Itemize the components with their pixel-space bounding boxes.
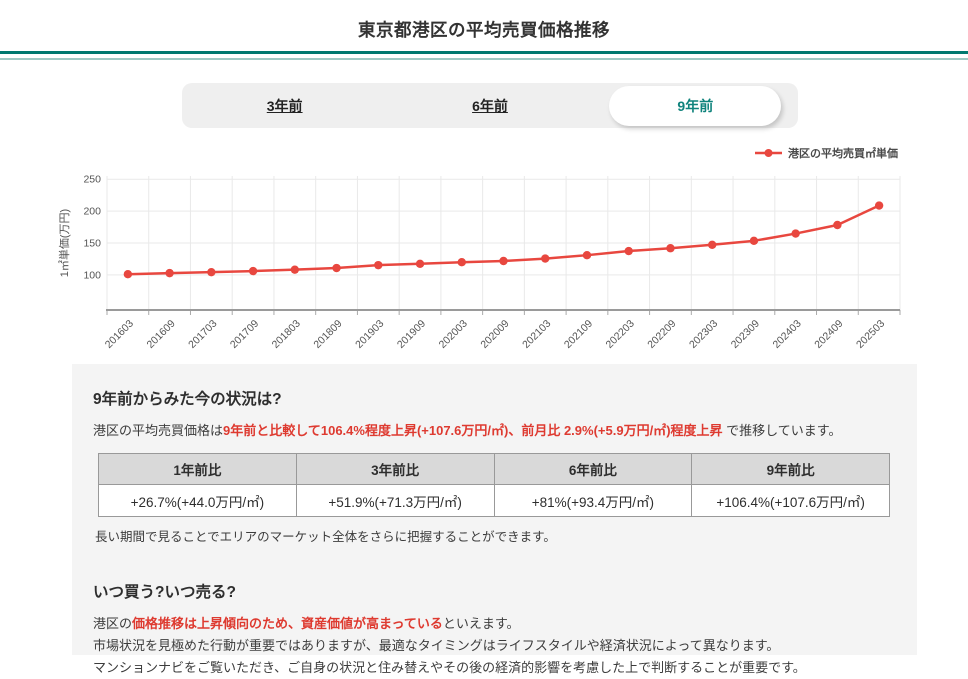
data-point[interactable]	[666, 244, 675, 253]
x-tick-label: 201803	[270, 318, 303, 351]
advice-line1-prefix: 港区の	[93, 616, 133, 631]
x-tick-label: 202409	[812, 318, 845, 351]
comparison-table: 1年前比 3年前比 6年前比 9年前比 +26.7%(+44.0万円/㎡) +51.9%…	[98, 453, 890, 517]
x-tick-label: 202403	[771, 318, 804, 351]
data-point[interactable]	[248, 266, 258, 276]
y-tick-label: 150	[83, 238, 101, 250]
y-tick-label: 200	[83, 206, 101, 218]
table-header-cell: 9年前比	[691, 453, 890, 485]
y-axis-title: 1㎡単価(万円)	[57, 209, 71, 277]
title-separator-light	[0, 58, 968, 60]
price-trend-line-chart[interactable]: 100 150 200 250 201603 201609 201703 201709 2018…	[0, 165, 968, 360]
x-tick-label: 201609	[144, 318, 177, 351]
data-point[interactable]	[374, 260, 383, 270]
data-point[interactable]	[833, 220, 842, 230]
tab-9years-ago-active[interactable]: 9年前	[609, 85, 782, 126]
x-tick-label: 201903	[353, 318, 386, 351]
x-tick-label: 202009	[478, 318, 511, 351]
x-tick-label: 202203	[604, 318, 637, 351]
data-point[interactable]	[541, 254, 550, 263]
y-tick-label: 250	[83, 174, 101, 186]
advice-heading: いつ買う?いつ売る?	[93, 584, 236, 601]
data-point[interactable]	[332, 263, 341, 273]
data-point[interactable]	[791, 229, 800, 238]
status-heading: 9年前からみた今の状況は?	[93, 391, 282, 408]
tab-6years-ago[interactable]: 6年前	[472, 97, 508, 114]
advice-line-1: 港区の価格推移は上昇傾向のため、資産価値が高まっているといえます。	[93, 613, 890, 635]
advice-line1-highlight: 価格推移は上昇傾向のため、資産価値が高まっている	[132, 616, 443, 631]
y-tick-label: 100	[83, 269, 101, 281]
data-point[interactable]	[499, 256, 508, 266]
data-point[interactable]	[457, 258, 466, 267]
data-point[interactable]	[707, 240, 717, 249]
x-tick-label: 202103	[520, 318, 553, 351]
data-point[interactable]	[624, 246, 633, 256]
data-point[interactable]	[165, 268, 174, 278]
advice-line-2: 市場状況を見極めた行動が重要ではありますが、最適なタイミングはライフスタイルや経…	[93, 638, 780, 653]
period-tabbar: 3年前 6年前 9年前	[182, 83, 798, 128]
x-tick-label: 202109	[562, 318, 595, 351]
x-tick-label: 201603	[103, 318, 136, 351]
data-point[interactable]	[749, 236, 759, 246]
advice-line1-suffix: といえます。	[442, 616, 520, 631]
data-point[interactable]	[582, 250, 592, 260]
table-value-cell: +106.4%(+107.6万円/㎡)	[691, 484, 890, 517]
status-lead-highlight: 9年前と比較して106.4%程度上昇(+107.6万円/㎡)、前月比 2.9%(…	[223, 423, 723, 438]
status-lead-suffix: で推移しています。	[722, 423, 842, 438]
x-tick-label: 202209	[645, 318, 678, 351]
x-tick-label: 202503	[854, 318, 887, 351]
advice-line-3: マンションナビをご覧いただき、ご自身の状況と住み替えやその後の経済的影響を考慮し…	[93, 660, 806, 675]
x-tick-label: 202309	[729, 318, 762, 351]
legend-label: 港区の平均売買㎡単価	[788, 148, 898, 160]
data-point[interactable]	[874, 201, 884, 210]
table-value-cell: +51.9%(+71.3万円/㎡)	[295, 484, 495, 517]
table-value-cell: +81%(+93.4万円/㎡)	[493, 484, 693, 517]
legend-series-marker-icon	[755, 149, 782, 157]
chart-svg: 100 150 200 250 201603 201609 201703 201709 2018…	[57, 174, 901, 351]
status-lead: 港区の平均売買価格は9年前と比較して106.4%程度上昇(+107.6万円/㎡)…	[93, 420, 890, 439]
x-tick-label: 202003	[437, 318, 470, 351]
status-panel: 9年前からみた今の状況は? 港区の平均売買価格は9年前と比較して106.4%程度…	[72, 364, 917, 675]
x-tick-label: 201709	[228, 318, 261, 351]
tab-3years-ago[interactable]: 3年前	[266, 97, 303, 114]
x-tick-label: 201703	[186, 318, 219, 351]
data-point[interactable]	[207, 267, 216, 277]
data-point[interactable]	[290, 265, 300, 274]
page-title: 東京都港区の平均売買価格推移	[358, 20, 610, 40]
table-header-cell: 1年前比	[98, 453, 297, 485]
data-point[interactable]	[123, 270, 133, 279]
comparison-note: 長い期間で見ることでエリアのマーケット全体をさらに把握することができます。	[95, 530, 556, 544]
x-tick-label: 202303	[687, 318, 720, 351]
x-tick-label: 201909	[395, 318, 428, 351]
title-separator-dark	[0, 51, 968, 54]
table-header-cell: 3年前比	[295, 453, 495, 485]
status-lead-prefix: 港区の平均売買価格は	[93, 423, 224, 438]
x-tick-label: 201809	[311, 318, 344, 351]
chart-legend[interactable]: 港区の平均売買㎡単価	[755, 146, 898, 160]
table-header-cell: 6年前比	[493, 453, 693, 485]
data-point[interactable]	[415, 259, 425, 269]
table-value-cell: +26.7%(+44.0万円/㎡)	[98, 484, 297, 517]
